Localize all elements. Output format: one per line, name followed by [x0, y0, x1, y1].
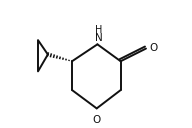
Text: O: O: [93, 115, 101, 125]
Text: O: O: [149, 43, 157, 53]
Text: H: H: [95, 25, 103, 35]
Text: N: N: [95, 33, 103, 43]
